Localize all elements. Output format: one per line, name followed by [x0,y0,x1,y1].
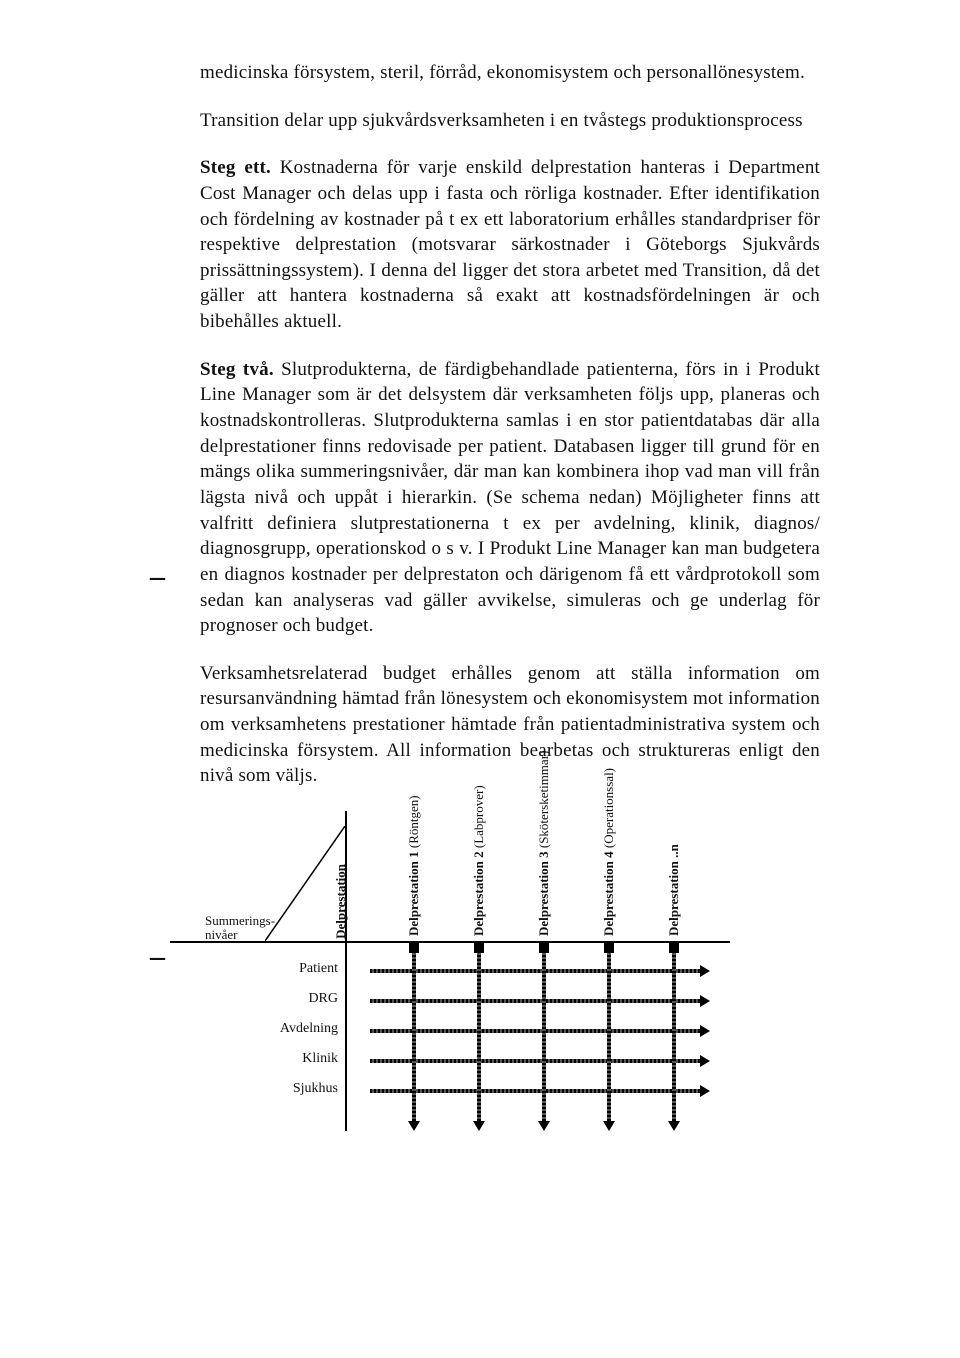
corner-label-bottom: Summerings- nivåer [205,914,275,943]
margin-dash: – [150,940,165,974]
column-header: Delprestation 2 (Labprover) [465,821,510,936]
grid-column-arrow [607,951,611,1121]
column-header: Delprestation ..n [660,821,705,936]
column-header-label: Delprestation 2 (Labprover) [471,785,487,936]
paragraph-text: Kostnaderna för varje enskild delprestat… [200,157,820,332]
column-header-label: Delprestation 3 (Skötersketimmar) [536,751,552,936]
document-page: – – medicinska försystem, steril, förråd… [0,0,960,1358]
column-header-label: Delprestation 4 (Operationssal) [601,768,617,936]
row-label: Avdelning [280,1021,338,1037]
grid-row-arrow [370,999,700,1003]
column-header: Delprestation 3 (Skötersketimmar) [530,821,575,936]
row-label: Sjukhus [293,1081,338,1097]
grid-column-arrow [672,951,676,1121]
grid-row-arrow [370,969,700,973]
diagram-corner-cell: Delprestation Summerings- nivåer [265,826,345,941]
step-label: Steg två. [200,359,274,380]
paragraph: Verksamhetsrelaterad budget erhålles gen… [200,661,820,789]
grid-column-arrow [477,951,481,1121]
grid-row-arrow [370,1089,700,1093]
grid-row-arrow [370,1029,700,1033]
grid-row-arrow [370,1059,700,1063]
row-label: Klinik [302,1051,338,1067]
paragraph: medicinska försystem, steril, förråd, ek… [200,60,820,86]
column-header: Delprestation 1 (Röntgen) [400,821,445,936]
paragraph: Transition delar upp sjukvårdsverksamhet… [200,108,820,134]
column-header-label: Delprestation ..n [666,844,682,936]
paragraph: Steg ett. Kostnaderna för varje enskild … [200,155,820,334]
diagram-axis-vertical [345,811,347,1131]
paragraph: Steg två. Slutprodukterna, de färdigbeha… [200,357,820,639]
grid-column-arrow [542,951,546,1121]
row-label: Patient [299,961,338,977]
row-label: DRG [308,991,338,1007]
corner-label-top: Delprestation [333,864,349,939]
matrix-diagram: Delprestation Summerings- nivåer Delpres… [170,811,730,1131]
paragraph-text: Slutprodukterna, de färdigbehandlade pat… [200,359,820,636]
column-header: Delprestation 4 (Operationssal) [595,821,640,936]
grid-column-arrow [412,951,416,1121]
step-label: Steg ett. [200,157,271,178]
column-header-label: Delprestation 1 (Röntgen) [406,795,422,936]
margin-dash: – [150,560,165,594]
